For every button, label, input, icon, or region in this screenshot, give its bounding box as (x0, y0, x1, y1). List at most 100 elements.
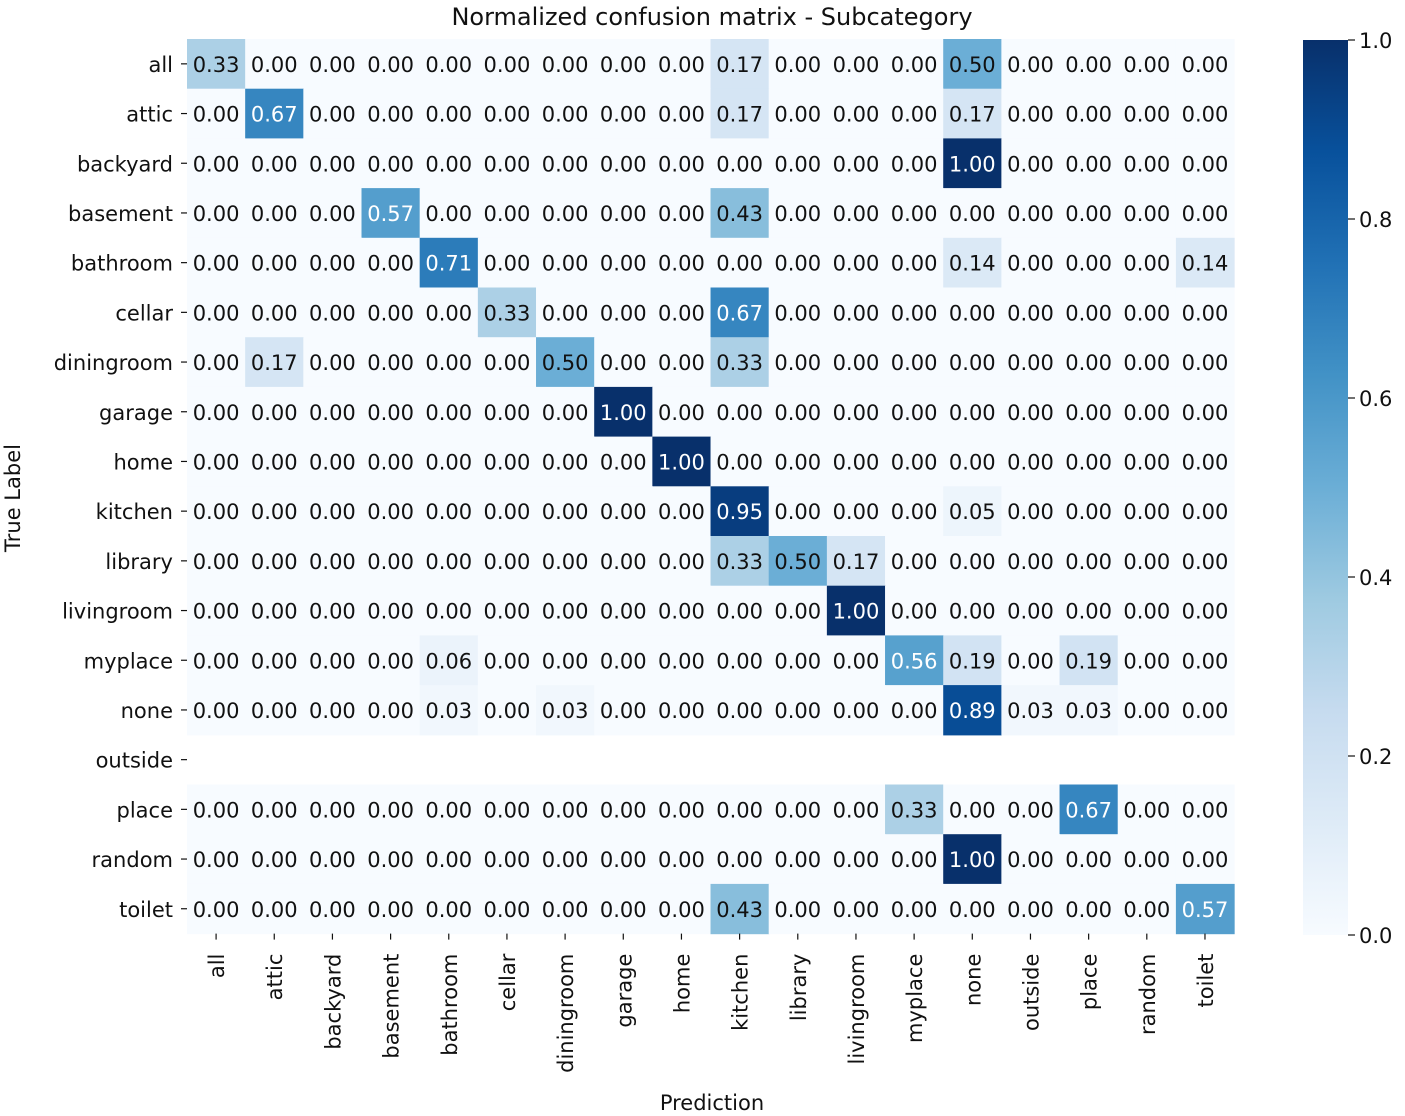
heatmap-cell (187, 883, 246, 935)
heatmap-cell (594, 88, 653, 139)
cell-value-label: 0.17 (251, 351, 298, 375)
heatmap-cell (361, 486, 421, 537)
cell-value-label: 0.00 (425, 450, 472, 474)
heatmap-cell (477, 436, 537, 487)
heatmap-cell (710, 883, 770, 935)
cell-value-label: 0.00 (251, 848, 298, 872)
cell-value-label: 0.00 (251, 53, 298, 77)
cell-value-label: 0.00 (1065, 301, 1112, 325)
heatmap-cell (652, 585, 712, 636)
heatmap-cell (1059, 585, 1119, 636)
cell-value-label: 0.00 (251, 202, 298, 226)
heatmap-cell (826, 486, 886, 537)
x-tick-label: backyard (321, 954, 345, 1050)
heatmap-cell (303, 486, 363, 537)
heatmap-cell (477, 188, 537, 239)
heatmap-cell (1117, 585, 1177, 636)
heatmap-cell (361, 784, 421, 835)
cell-value-label: 0.00 (1065, 202, 1112, 226)
cell-value-label: 0.00 (193, 351, 240, 375)
heatmap-cell (1117, 88, 1177, 139)
heatmap-cell (1175, 834, 1235, 885)
cell-value-label: 0.00 (542, 301, 589, 325)
x-tick-label: outside (1019, 954, 1043, 1031)
cell-value-label: 0.00 (949, 301, 996, 325)
heatmap-cell (768, 237, 828, 289)
heatmap-cell (536, 39, 595, 90)
cell-value-label: 0.00 (1007, 550, 1054, 574)
cell-value-label: 0.00 (542, 550, 589, 574)
heatmap-cell (536, 138, 595, 189)
heatmap-cell (826, 685, 886, 736)
heatmap-cell (361, 635, 421, 686)
heatmap-cell (477, 536, 537, 587)
heatmap-cell (477, 486, 537, 537)
heatmap-cell (536, 635, 595, 686)
heatmap-cell (536, 834, 595, 885)
cell-value-label: 0.00 (1182, 301, 1229, 325)
cell-value-label: 0.19 (1065, 649, 1112, 673)
heatmap-cell (652, 486, 712, 537)
cell-value-label: 0.33 (716, 351, 763, 375)
cell-value-label: 0.00 (716, 798, 763, 822)
heatmap-cell (1117, 237, 1177, 289)
heatmap-cell (826, 635, 886, 686)
heatmap-cell (594, 287, 653, 338)
heatmap-cell (768, 287, 828, 338)
cell-value-label: 0.00 (251, 898, 298, 922)
heatmap-cell (1059, 834, 1119, 885)
heatmap-cell (943, 585, 1002, 636)
y-tick-label: livingroom (62, 600, 173, 624)
heatmap-cell (943, 287, 1002, 338)
cell-value-label: 0.00 (251, 252, 298, 276)
cell-value-label: 0.00 (949, 450, 996, 474)
heatmap-cell (419, 883, 479, 935)
cell-value-label: 0.00 (716, 699, 763, 723)
heatmap-cell (943, 39, 1002, 90)
heatmap-cell (652, 834, 712, 885)
y-axis: all attic backyard basement bathroom cellar di… (54, 53, 187, 922)
heatmap-cell (419, 386, 479, 438)
cell-value-label: 0.17 (949, 103, 996, 127)
heatmap-cell (419, 337, 479, 388)
cell-value-label: 0.00 (425, 798, 472, 822)
cell-value-label: 0.00 (600, 202, 647, 226)
heatmap-cell (826, 784, 886, 835)
cell-value-label: 0.00 (833, 649, 880, 673)
heatmap-cell (710, 536, 770, 587)
cell-value-label: 0.00 (193, 103, 240, 127)
cell-value-label: 0.33 (484, 301, 531, 325)
cell-value-label: 0.00 (891, 53, 938, 77)
cell-value-label: 0.00 (600, 550, 647, 574)
heatmap-cell (1175, 883, 1235, 935)
cell-value-label: 0.00 (425, 53, 472, 77)
cell-value-label: 0.00 (367, 252, 414, 276)
cell-value-label: 0.14 (949, 252, 996, 276)
cell-value-label: 0.00 (774, 252, 821, 276)
cell-value-label: 0.00 (1123, 103, 1170, 127)
heatmap-cell (303, 585, 363, 636)
heatmap-cell (1059, 486, 1119, 537)
heatmap-cell (245, 685, 304, 736)
cell-value-label: 0.03 (1065, 699, 1112, 723)
cell-value-label: 0.00 (367, 699, 414, 723)
cell-value-label: 0.00 (309, 351, 356, 375)
cell-value-label: 0.00 (367, 301, 414, 325)
heatmap-cell (361, 883, 421, 935)
cell-value-label: 0.00 (309, 152, 356, 176)
heatmap-cell (419, 436, 479, 487)
heatmap-cell (477, 287, 537, 338)
cell-value-label: 0.00 (1065, 898, 1112, 922)
cell-value-label: 0.00 (1007, 152, 1054, 176)
heatmap-cell (768, 39, 828, 90)
cell-value-labels: 0.33 0.00 0.00 0.00 0.00 0.00 0.00 0.00 0.00 0.17… (193, 53, 1229, 922)
cell-value-label: 0.00 (1007, 53, 1054, 77)
cell-value-label: 0.00 (891, 103, 938, 127)
cell-value-label: 0.33 (193, 53, 240, 77)
heatmap-cell (245, 188, 304, 239)
cell-value-label: 0.00 (484, 53, 531, 77)
cell-value-label: 0.00 (251, 550, 298, 574)
cell-value-label: 0.00 (833, 500, 880, 524)
cell-value-label: 0.00 (1123, 600, 1170, 624)
